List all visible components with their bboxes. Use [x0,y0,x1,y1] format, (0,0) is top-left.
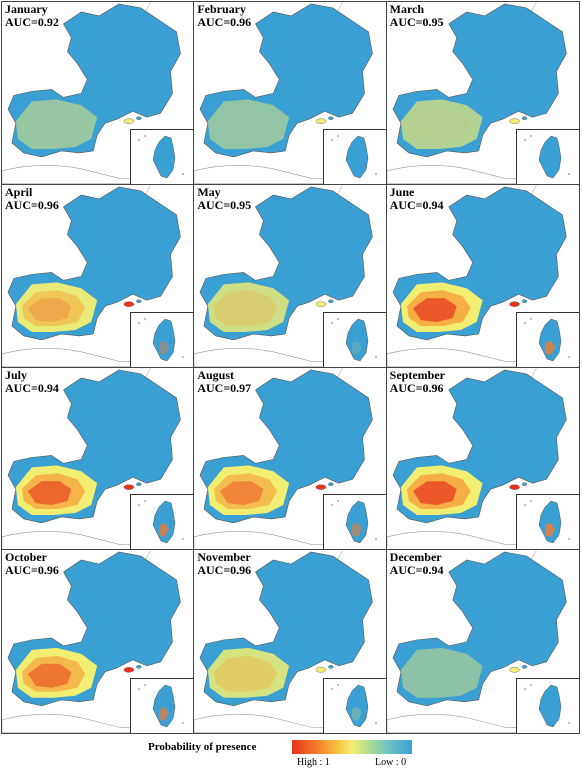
panel-label: November AUC=0.96 [197,551,251,577]
species-distribution-map [194,367,386,550]
corsica-map [523,317,570,361]
month-panel-august: August AUC=0.97 [194,367,387,551]
corsica-map [330,134,377,179]
month-panel-december: December AUC=0.94 [386,550,579,733]
auc-value: AUC=0.96 [5,563,59,578]
month-panel-may: May AUC=0.95 [194,184,387,368]
corsica-inset [130,128,194,184]
corsica-inset [130,311,194,367]
month-panel-april: April AUC=0.96 [2,184,195,368]
month-name: July [5,367,28,382]
corsica-map [138,317,185,361]
month-name: September [389,367,445,382]
corsica-inset [322,494,386,550]
month-name: April [5,184,33,199]
panel-label: February AUC=0.96 [197,3,251,29]
legend: Probability of presence High : 1 Low : 0 [0,736,582,768]
panel-label: March AUC=0.95 [390,3,444,29]
auc-value: AUC=0.94 [389,563,444,578]
corsica-map [523,500,570,544]
corsica-inset [515,311,579,367]
panel-label: June AUC=0.94 [389,184,444,212]
month-name: May [197,184,221,199]
corsica-inset [322,128,386,184]
month-name: November [197,550,251,565]
corsica-map [138,134,185,179]
corsica-map [138,683,185,728]
corsica-map [523,683,570,728]
corsica-inset [130,678,194,733]
corsica-map [330,500,377,544]
auc-value: AUC=0.96 [197,15,252,29]
month-panel-january: January AUC=0.92 [2,2,195,185]
auc-value: AUC=0.96 [197,563,252,578]
corsica-inset [322,678,386,733]
corsica-map [523,134,570,179]
auc-value: AUC=0.94 [5,380,59,395]
panel-label: January AUC=0.92 [5,3,59,29]
month-panel-march: March AUC=0.95 [386,2,579,185]
corsica-map [330,683,377,728]
species-distribution-map [386,550,579,733]
month-panel-july: July AUC=0.94 [2,367,195,551]
month-name: December [389,550,442,565]
corsica-map [330,317,377,361]
legend-high-label: High : 1 [297,757,330,768]
month-name: October [5,550,47,565]
corsica-inset [322,311,386,367]
panel-label: August AUC=0.97 [197,367,252,395]
month-panel-september: September AUC=0.96 [386,367,579,551]
month-name: June [389,184,415,199]
auc-value: AUC=0.96 [389,380,444,395]
corsica-inset [515,494,579,550]
panel-label: April AUC=0.96 [5,184,59,212]
auc-value: AUC=0.95 [389,15,444,29]
auc-value: AUC=0.97 [197,380,252,395]
month-panel-october: October AUC=0.96 [2,550,195,733]
panel-label: September AUC=0.96 [389,367,445,395]
month-name: March [389,2,425,16]
corsica-inset [130,494,194,550]
month-panel-november: November AUC=0.96 [194,550,387,733]
auc-value: AUC=0.95 [197,197,252,212]
auc-value: AUC=0.92 [5,15,59,29]
month-name: August [197,367,235,382]
month-name: February [197,2,246,16]
month-panel-february: February AUC=0.96 [194,2,387,185]
panel-label: May AUC=0.95 [197,184,252,212]
species-distribution-map [2,2,194,184]
auc-value: AUC=0.96 [5,197,59,212]
month-panel-june: June AUC=0.94 [386,184,579,368]
legend-title: Probability of presence [148,741,257,753]
panel-label: October AUC=0.96 [5,551,59,577]
month-name: January [5,2,48,16]
auc-value: AUC=0.94 [389,197,444,212]
panel-label: December AUC=0.94 [390,551,444,577]
legend-low-label: Low : 0 [375,757,407,768]
corsica-inset [515,678,579,733]
corsica-map [138,500,185,544]
corsica-inset [515,128,579,184]
panel-label: July AUC=0.94 [5,367,59,395]
legend-color-ramp [292,740,412,754]
species-distribution-map [386,367,579,550]
monthly-map-grid: January AUC=0.92 [1,1,580,734]
